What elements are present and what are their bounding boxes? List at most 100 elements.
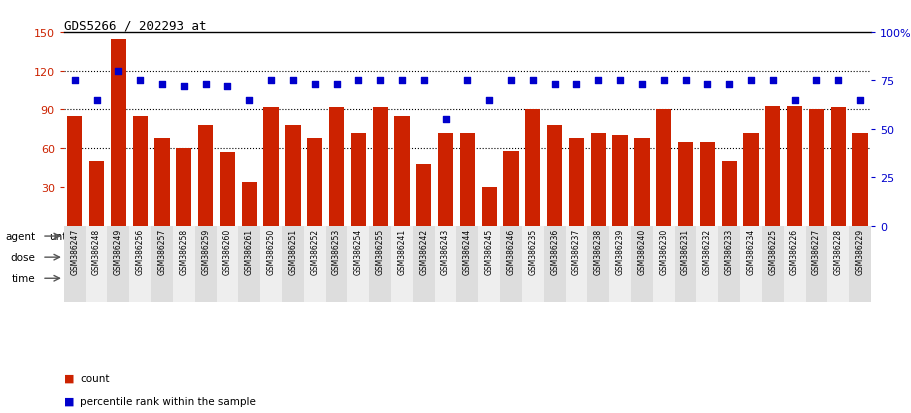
- Bar: [655, 110, 670, 226]
- Bar: [195, 226, 216, 302]
- Bar: [263, 108, 279, 226]
- Bar: [86, 227, 391, 246]
- Point: [67, 78, 82, 85]
- Text: GSM386247: GSM386247: [70, 228, 79, 274]
- Point: [852, 97, 866, 104]
- Bar: [216, 226, 238, 302]
- Bar: [351, 133, 365, 226]
- Text: GSM386260: GSM386260: [222, 228, 231, 274]
- Bar: [609, 226, 630, 302]
- Point: [678, 78, 692, 85]
- Text: GSM386249: GSM386249: [114, 228, 123, 274]
- Bar: [565, 226, 587, 302]
- Bar: [307, 138, 322, 226]
- Text: GSM386258: GSM386258: [179, 228, 188, 274]
- Text: 2 h: 2 h: [143, 273, 159, 284]
- Point: [808, 78, 823, 85]
- Bar: [696, 226, 718, 302]
- Bar: [783, 226, 804, 302]
- Text: 24 h: 24 h: [575, 273, 599, 284]
- Point: [438, 116, 453, 123]
- Bar: [372, 108, 387, 226]
- Text: GSM386259: GSM386259: [201, 228, 210, 274]
- Bar: [391, 248, 652, 267]
- Text: GSM386226: GSM386226: [789, 228, 798, 274]
- Point: [830, 78, 844, 85]
- Bar: [804, 226, 826, 302]
- Text: 24 h: 24 h: [292, 273, 315, 284]
- Bar: [499, 226, 521, 302]
- Text: vehicle: vehicle: [220, 232, 257, 242]
- Point: [547, 82, 561, 88]
- Text: GSM386244: GSM386244: [463, 228, 471, 274]
- Point: [700, 82, 714, 88]
- Bar: [652, 269, 739, 288]
- Point: [89, 97, 104, 104]
- Point: [481, 97, 496, 104]
- Bar: [543, 226, 565, 302]
- Bar: [826, 226, 848, 302]
- Text: GSM386242: GSM386242: [419, 228, 428, 274]
- Bar: [129, 226, 151, 302]
- Bar: [89, 161, 104, 226]
- Bar: [677, 142, 692, 226]
- Bar: [391, 269, 521, 288]
- Text: GSM386256: GSM386256: [136, 228, 145, 274]
- Point: [307, 82, 322, 88]
- Bar: [652, 226, 674, 302]
- Point: [656, 78, 670, 85]
- Bar: [761, 226, 783, 302]
- Bar: [739, 269, 870, 288]
- Bar: [630, 226, 652, 302]
- Point: [612, 78, 627, 85]
- Bar: [435, 226, 456, 302]
- Text: GSM386254: GSM386254: [353, 228, 363, 274]
- Bar: [391, 227, 870, 246]
- Bar: [437, 133, 453, 226]
- Point: [285, 78, 300, 85]
- Text: GSM386232: GSM386232: [702, 228, 711, 274]
- Text: IC90: IC90: [509, 252, 533, 263]
- Bar: [456, 226, 477, 302]
- Bar: [652, 248, 870, 267]
- Point: [786, 97, 801, 104]
- Text: n/a: n/a: [67, 273, 83, 284]
- Bar: [107, 226, 129, 302]
- Point: [394, 78, 409, 85]
- Bar: [391, 226, 413, 302]
- Bar: [764, 107, 780, 226]
- Point: [590, 78, 605, 85]
- Text: GSM386253: GSM386253: [332, 228, 341, 274]
- Point: [329, 82, 343, 88]
- Bar: [742, 133, 758, 226]
- Point: [177, 84, 191, 90]
- Bar: [699, 142, 714, 226]
- Bar: [238, 226, 260, 302]
- Bar: [281, 226, 303, 302]
- Text: GSM386235: GSM386235: [527, 228, 537, 274]
- Text: 2 h: 2 h: [447, 273, 465, 284]
- Bar: [547, 126, 562, 226]
- Bar: [415, 164, 431, 226]
- Point: [722, 82, 736, 88]
- Text: GSM386233: GSM386233: [724, 228, 732, 274]
- Text: 2 h: 2 h: [688, 273, 704, 284]
- Bar: [525, 110, 540, 226]
- Text: GSM386246: GSM386246: [506, 228, 515, 274]
- Text: GSM386237: GSM386237: [571, 228, 580, 274]
- Text: GSM386231: GSM386231: [681, 228, 690, 274]
- Text: GSM386248: GSM386248: [92, 228, 101, 274]
- Bar: [176, 149, 191, 226]
- Bar: [503, 152, 518, 226]
- Bar: [64, 226, 86, 302]
- Point: [416, 78, 431, 85]
- Bar: [64, 227, 86, 246]
- Bar: [64, 248, 391, 267]
- Bar: [241, 182, 257, 226]
- Text: GSM386252: GSM386252: [310, 228, 319, 274]
- Bar: [477, 226, 499, 302]
- Point: [525, 78, 539, 85]
- Bar: [633, 138, 649, 226]
- Text: R547: R547: [617, 232, 644, 242]
- Text: GSM386240: GSM386240: [637, 228, 646, 274]
